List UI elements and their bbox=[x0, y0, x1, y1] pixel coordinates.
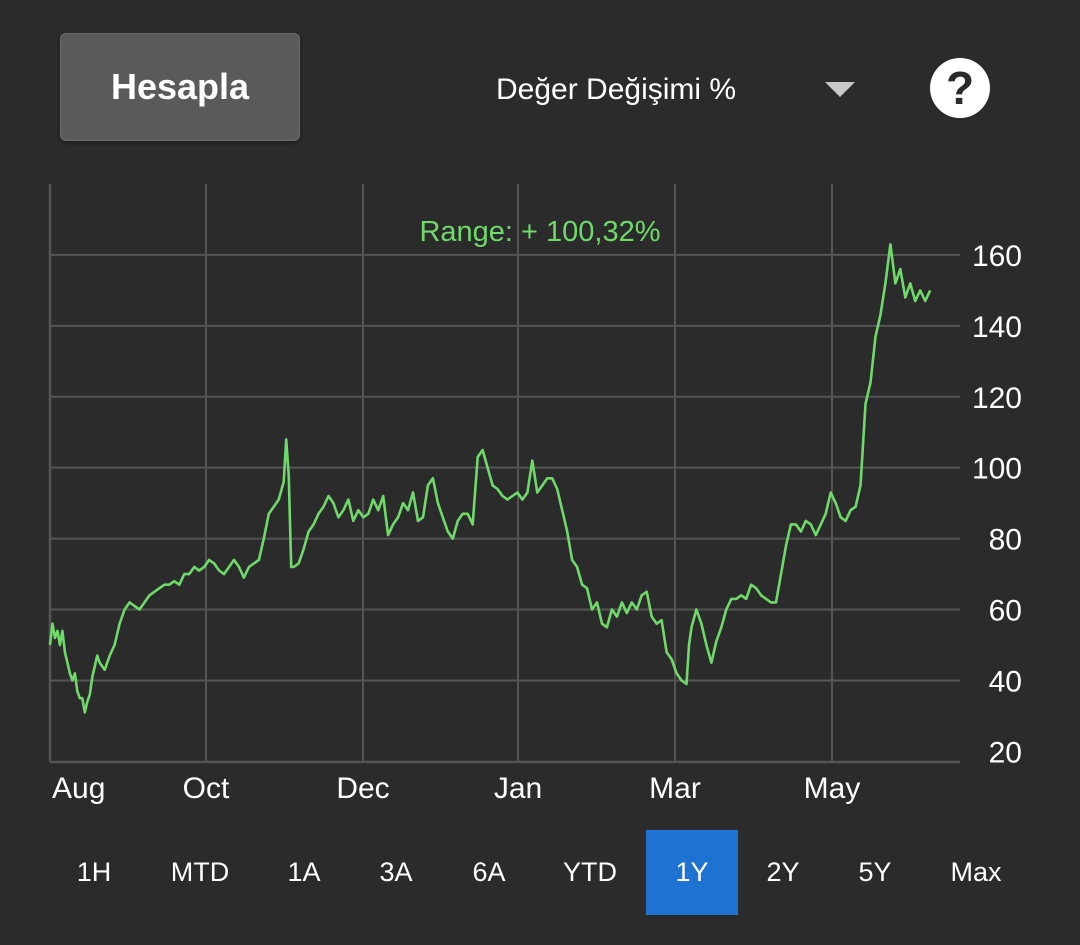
metric-select-value: Değer Değişimi % bbox=[496, 73, 737, 106]
x-tick-label: Oct bbox=[183, 772, 230, 805]
period-1y[interactable]: 1Y bbox=[646, 830, 738, 915]
period-2y[interactable]: 2Y bbox=[766, 857, 800, 887]
series-line bbox=[48, 243, 932, 714]
y-tick-label: 160 bbox=[972, 240, 1022, 273]
period-ytd[interactable]: YTD bbox=[563, 857, 617, 887]
line-chart[interactable]: Aug Oct Dec Jan Mar May 20406080100120140160 … bbox=[0, 170, 1080, 820]
y-tick-label: 100 bbox=[972, 453, 1022, 486]
horizontal-gridlines bbox=[50, 253, 960, 764]
y-tick-label: 60 bbox=[989, 595, 1022, 628]
y-tick-label: 40 bbox=[989, 665, 1022, 698]
x-tick-label: Dec bbox=[336, 772, 389, 805]
period-6a[interactable]: 6A bbox=[472, 857, 506, 887]
help-icon[interactable]: ? bbox=[930, 58, 990, 118]
range-annotation: Range: + 100,32% bbox=[419, 216, 660, 248]
period-mtd[interactable]: MTD bbox=[170, 857, 230, 887]
period-1h[interactable]: 1H bbox=[76, 857, 112, 887]
y-tick-label: 140 bbox=[972, 311, 1022, 344]
y-tick-label: 20 bbox=[989, 736, 1022, 769]
x-tick-label: Mar bbox=[649, 772, 701, 805]
y-tick-label: 80 bbox=[989, 524, 1022, 557]
period-1a[interactable]: 1A bbox=[287, 857, 321, 887]
period-max[interactable]: Max bbox=[950, 857, 1002, 887]
x-tick-label: Aug bbox=[52, 772, 105, 805]
metric-select[interactable]: Değer Değişimi % bbox=[470, 50, 870, 130]
dropdown-arrow-icon bbox=[825, 82, 855, 97]
x-tick-label: May bbox=[804, 772, 861, 805]
y-axis-labels: 20 40 60 80 100 120 140 160 bbox=[972, 240, 1022, 769]
x-tick-label: Jan bbox=[494, 772, 542, 805]
period-3a[interactable]: 3A bbox=[379, 857, 413, 887]
vertical-gridlines bbox=[48, 184, 833, 762]
period-selector: 1H MTD 1A 3A 6A YTD 1Y 2Y 5Y Max bbox=[48, 830, 1048, 915]
y-tick-label: 120 bbox=[972, 382, 1022, 415]
calculate-button[interactable]: Hesapla bbox=[60, 33, 300, 141]
period-5y[interactable]: 5Y bbox=[858, 857, 892, 887]
x-axis-labels: Aug Oct Dec Jan Mar May bbox=[52, 772, 860, 805]
